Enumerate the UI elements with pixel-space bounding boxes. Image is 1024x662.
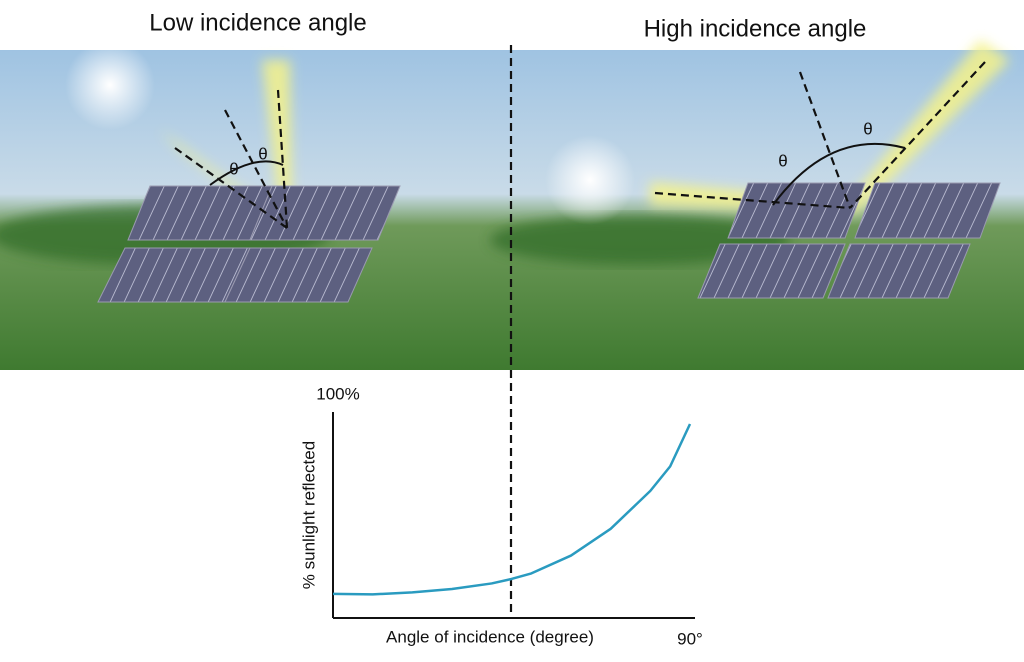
data-line bbox=[332, 423, 692, 596]
ray-lines bbox=[174, 61, 986, 229]
sun bbox=[65, 40, 155, 130]
sun bbox=[545, 135, 635, 225]
angle-label: θ bbox=[863, 119, 872, 138]
trees bbox=[490, 215, 790, 265]
right-title: High incidence angle bbox=[644, 15, 867, 42]
y-axis-label: % sunlight reflected bbox=[299, 441, 318, 589]
x-axis-label: Angle of incidence (degree) bbox=[386, 627, 594, 646]
x-tick-label: 90° bbox=[677, 629, 703, 648]
angle-label: θ bbox=[229, 159, 238, 178]
chart: % sunlight reflected Angle of incidence … bbox=[299, 384, 702, 648]
solar-panels bbox=[97, 182, 1001, 303]
y-tick-label: 100% bbox=[316, 384, 359, 403]
scene: Low incidence angle High incidence angle… bbox=[0, 9, 1024, 615]
left-title: Low incidence angle bbox=[149, 9, 367, 36]
angle-label: θ bbox=[778, 151, 787, 170]
angle-label: θ bbox=[258, 144, 267, 163]
